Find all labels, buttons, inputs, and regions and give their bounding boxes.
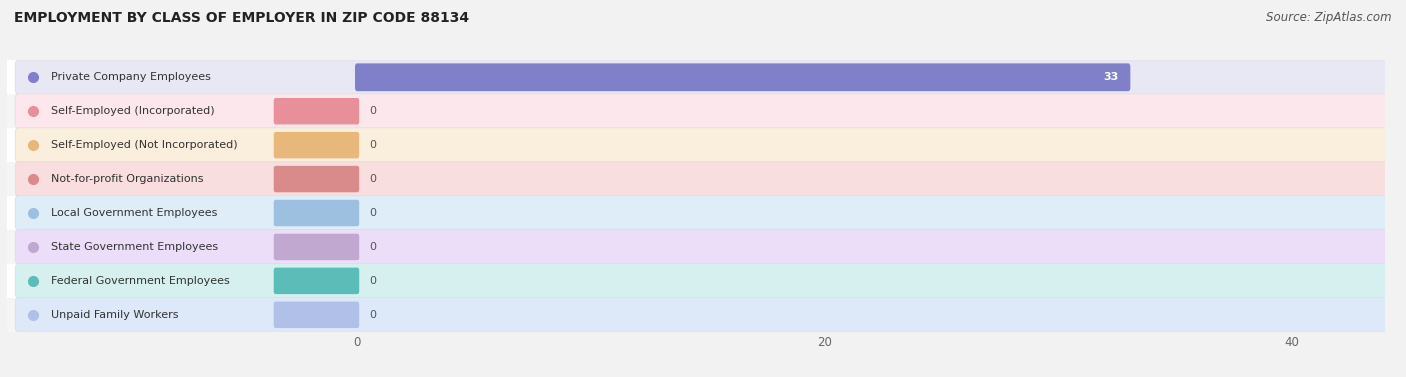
Text: EMPLOYMENT BY CLASS OF EMPLOYER IN ZIP CODE 88134: EMPLOYMENT BY CLASS OF EMPLOYER IN ZIP C… <box>14 11 470 25</box>
Bar <box>7 60 1385 94</box>
Bar <box>7 230 1385 264</box>
Text: Local Government Employees: Local Government Employees <box>52 208 218 218</box>
Text: Federal Government Employees: Federal Government Employees <box>52 276 231 286</box>
FancyBboxPatch shape <box>15 128 1388 162</box>
FancyBboxPatch shape <box>274 166 359 192</box>
Text: 0: 0 <box>368 310 375 320</box>
Bar <box>7 94 1385 128</box>
FancyBboxPatch shape <box>15 230 1388 264</box>
FancyBboxPatch shape <box>274 234 359 260</box>
FancyBboxPatch shape <box>274 98 359 124</box>
FancyBboxPatch shape <box>15 264 1388 298</box>
FancyBboxPatch shape <box>274 302 359 328</box>
Text: Source: ZipAtlas.com: Source: ZipAtlas.com <box>1267 11 1392 24</box>
Text: Private Company Employees: Private Company Employees <box>52 72 211 82</box>
Bar <box>7 162 1385 196</box>
Text: Self-Employed (Not Incorporated): Self-Employed (Not Incorporated) <box>52 140 238 150</box>
Text: 33: 33 <box>1104 72 1119 82</box>
Bar <box>7 298 1385 332</box>
Text: 0: 0 <box>368 174 375 184</box>
Text: State Government Employees: State Government Employees <box>52 242 218 252</box>
FancyBboxPatch shape <box>15 60 1388 95</box>
Text: Not-for-profit Organizations: Not-for-profit Organizations <box>52 174 204 184</box>
Text: Self-Employed (Incorporated): Self-Employed (Incorporated) <box>52 106 215 116</box>
Text: 0: 0 <box>368 208 375 218</box>
Bar <box>7 128 1385 162</box>
FancyBboxPatch shape <box>15 196 1388 230</box>
FancyBboxPatch shape <box>274 132 359 158</box>
Bar <box>7 264 1385 298</box>
FancyBboxPatch shape <box>15 94 1388 129</box>
Text: 0: 0 <box>368 276 375 286</box>
FancyBboxPatch shape <box>15 162 1388 196</box>
FancyBboxPatch shape <box>274 200 359 226</box>
Text: 0: 0 <box>368 140 375 150</box>
Text: 0: 0 <box>368 242 375 252</box>
Bar <box>7 196 1385 230</box>
FancyBboxPatch shape <box>15 297 1388 332</box>
Text: 0: 0 <box>368 106 375 116</box>
Text: Unpaid Family Workers: Unpaid Family Workers <box>52 310 179 320</box>
FancyBboxPatch shape <box>354 63 1130 91</box>
FancyBboxPatch shape <box>274 268 359 294</box>
